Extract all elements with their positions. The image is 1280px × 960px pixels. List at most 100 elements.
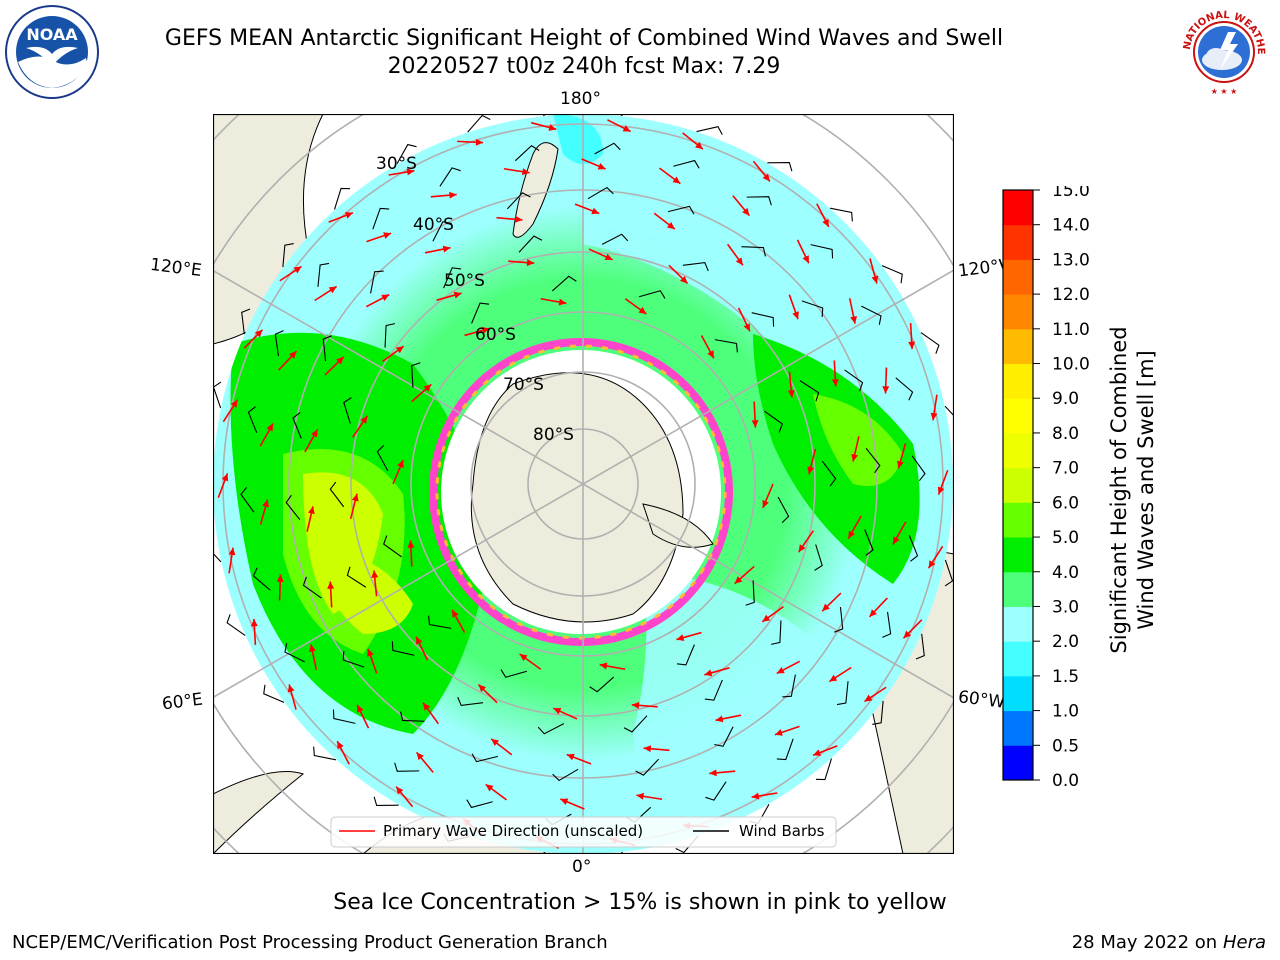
wave-direction-arrowhead [266, 423, 274, 432]
colorbar-swatch [1003, 190, 1033, 226]
wind-barb [589, 676, 615, 693]
wind-barb [767, 161, 793, 172]
wave-direction-arrowhead [558, 298, 567, 306]
wind-barb [668, 205, 695, 215]
wind-barb [552, 768, 579, 782]
chart-subtitle: 20220527 t00z 240h fcst Max: 7.29 [387, 54, 781, 79]
wave-direction-arrowhead [548, 124, 557, 131]
colorbar-swatch [1003, 710, 1033, 746]
wind-barb [587, 186, 614, 200]
wind-barb [751, 312, 775, 327]
wave-direction-arrowhead [442, 245, 451, 253]
colorbar-swatch [1003, 606, 1033, 642]
colorbar-label-line2: Wind Waves and Swell [m] [1134, 350, 1158, 630]
wind-barb [241, 308, 251, 335]
colorbar-swatch [1003, 571, 1033, 607]
polar-map: 30°S 40°S 50°S 60°S 70°S 80°S Primary Wa… [213, 114, 954, 854]
wind-barb [895, 377, 914, 401]
wave-direction-arrowhead [937, 486, 945, 495]
wind-barb [346, 566, 367, 588]
wave-direction-arrowhead [774, 729, 783, 736]
wind-barb [682, 261, 709, 272]
lat-label-70s: 70°S [503, 375, 544, 395]
legend-wave-direction: Primary Wave Direction (unscaled) [383, 822, 643, 840]
colorbar-swatch [1003, 502, 1033, 538]
wind-barb [872, 700, 884, 725]
wave-direction-arrowhead [491, 738, 500, 747]
wind-barb [635, 758, 660, 776]
wind-barb [623, 715, 648, 733]
colorbar-tick-label: 0.5 [1052, 736, 1079, 756]
wave-direction-arrowhead [307, 506, 315, 515]
wind-barb [714, 726, 734, 747]
colorbar-swatch [1003, 745, 1033, 781]
noaa-logo-text: NOAA [26, 25, 78, 44]
wind-barb [777, 496, 790, 524]
wave-direction-arrowhead [485, 784, 494, 792]
lon-label-60e: 60°E [160, 689, 204, 715]
wave-direction-arrowhead [897, 460, 904, 469]
lat-label-60s: 60°S [475, 325, 516, 345]
map-frame [213, 114, 954, 854]
wave-direction-arrowhead [591, 207, 600, 215]
wave-direction-arrowhead [762, 173, 770, 182]
colorbar-label-line1: Significant Height of Combined [1107, 326, 1131, 653]
wind-barb [467, 114, 491, 133]
wind-barb [383, 535, 402, 558]
swh-region-pacific [583, 114, 953, 444]
lon-label-0: 0° [572, 857, 592, 877]
wind-barb [944, 559, 954, 587]
colorbar-tick-label: 5.0 [1052, 528, 1079, 548]
wave-direction-arrowhead [230, 399, 238, 408]
wave-direction-arrowhead [453, 291, 462, 299]
wave-direction-arrowhead [383, 232, 392, 239]
vector-layer [213, 114, 954, 854]
wind-barb [834, 606, 844, 633]
wave-direction-arrowhead [762, 499, 769, 508]
wind-barb [391, 641, 415, 656]
wind-barb [213, 552, 222, 563]
colorbar-tick-label: 14.0 [1052, 216, 1090, 236]
wind-barb [776, 738, 794, 761]
wind-barb [332, 709, 356, 724]
colorbar-swatch [1003, 675, 1033, 712]
footer-date-text: 28 May 2022 on [1071, 932, 1218, 953]
wind-barb [864, 529, 874, 556]
wind-barb [861, 305, 882, 325]
lat-label-80s: 80°S [533, 425, 574, 445]
wave-direction-arrowhead [831, 379, 839, 387]
wave-direction-arrowhead [715, 715, 724, 723]
wave-direction-arrowhead [287, 684, 295, 693]
wind-barb [815, 758, 832, 781]
wind-barb [372, 207, 390, 230]
colorbar-tick-label: 3.0 [1052, 597, 1079, 617]
wave-direction-arrowhead [813, 749, 822, 756]
wave-direction-arrowhead [792, 311, 799, 320]
colorbar-tick-label: 13.0 [1052, 250, 1090, 270]
wave-direction-arrowhead [452, 609, 459, 618]
wave-direction-arrowhead [787, 390, 795, 398]
wave-direction-arrowhead [553, 707, 562, 715]
wave-direction-arrowhead [638, 306, 647, 314]
wind-barb [285, 494, 301, 521]
wave-direction-arrowhead [478, 684, 487, 693]
lat-label-30s: 30°S [376, 154, 417, 174]
wave-direction-arrowhead [802, 255, 809, 264]
wave-direction-arrowhead [864, 694, 873, 702]
wind-barb [343, 397, 352, 424]
wave-direction-arrowhead [743, 323, 750, 332]
wind-barb [911, 455, 926, 482]
wave-direction-arrowhead [262, 499, 269, 508]
wave-direction-arrowhead [679, 275, 688, 284]
wave-direction-arrowhead [254, 329, 263, 338]
colorbar-tick-label: 6.0 [1052, 493, 1079, 513]
colorbar-swatch [1003, 467, 1033, 503]
wave-direction-arrowhead [751, 792, 760, 800]
map-legend: Primary Wave Direction (unscaled) Wind B… [330, 816, 837, 848]
wave-direction-arrowhead [293, 266, 302, 274]
colorbar-tick-label: 8.0 [1052, 424, 1079, 444]
wave-direction-arrowhead [882, 386, 890, 394]
wave-direction-arrowhead [892, 536, 900, 545]
wave-direction-arrowhead [604, 253, 613, 261]
lon-label-180: 180° [560, 89, 601, 109]
